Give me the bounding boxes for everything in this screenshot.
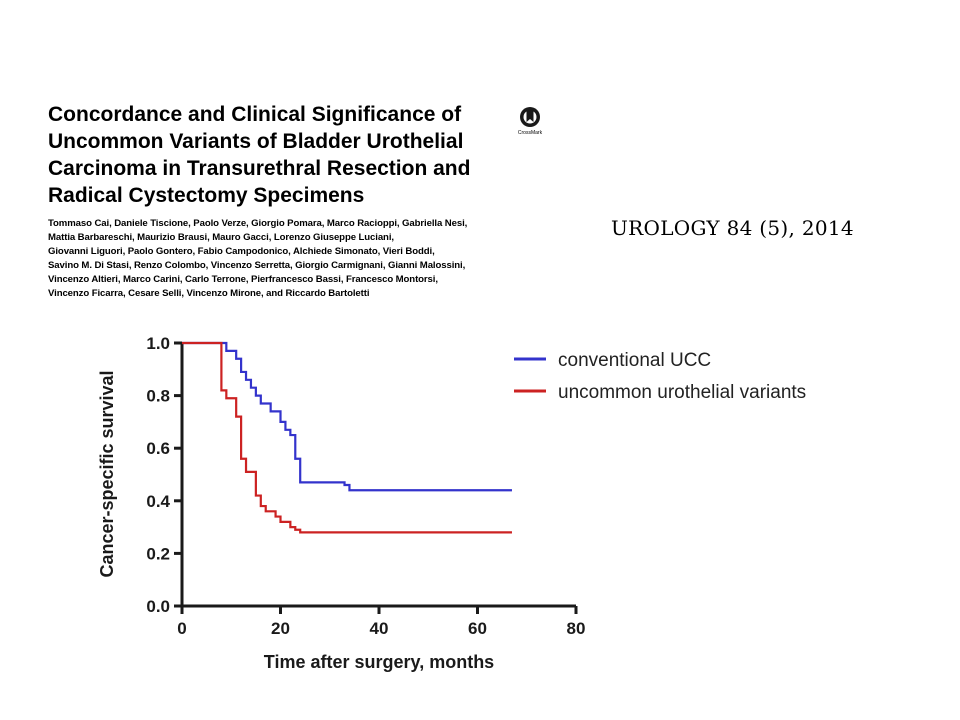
y-tick-label: 1.0 [146,334,170,353]
legend-label-uncommon: uncommon urothelial variants [558,382,806,403]
legend: conventional UCC uncommon urothelial var… [514,350,806,403]
y-tick-label: 0.8 [146,387,170,406]
series-layer [182,341,512,534]
y-axis-label: Cancer-specific survival [97,370,117,577]
x-tick-label: 20 [271,619,290,638]
crossmark-icon[interactable] [513,104,547,138]
x-tick-label: 0 [177,619,186,638]
journal-citation: UROLOGY 84 (5), 2014 [611,216,854,240]
y-tick-label: 0.2 [146,544,170,563]
x-axis-label: Time after surgery, months [264,652,494,672]
legend-label-conventional: conventional UCC [558,350,711,371]
x-axis: 0 20 40 60 80 [177,604,586,638]
x-tick-label: 40 [370,619,389,638]
y-axis: 0.0 0.2 0.4 0.6 0.8 1.0 [146,334,184,616]
survival-curve-uncommon-variants [182,341,512,534]
paper-title: Concordance and Clinical Significance of… [48,103,471,207]
crossmark-label: CrossMark [517,130,543,136]
x-tick-label: 60 [468,619,487,638]
author-list: Tommaso Cai, Daniele Tiscione, Paolo Ver… [48,218,468,299]
y-tick-label: 0.0 [146,597,170,616]
y-tick-label: 0.6 [146,439,170,458]
x-tick-label: 80 [567,619,586,638]
y-tick-label: 0.4 [146,492,170,511]
survival-curve-conventional-ucc [182,341,512,492]
